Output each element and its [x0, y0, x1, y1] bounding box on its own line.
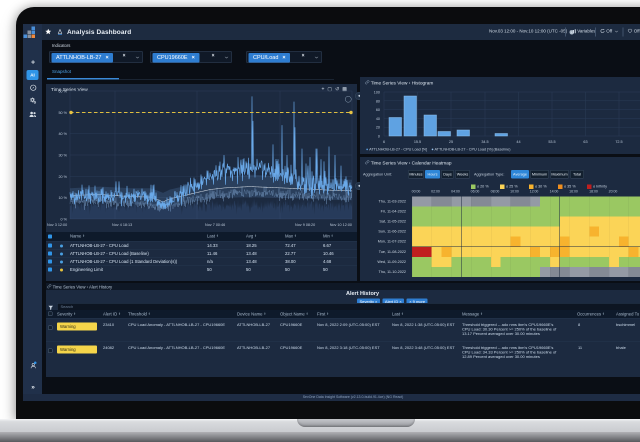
svg-text:30 %: 30 % — [58, 154, 67, 158]
svg-text:63: 63 — [583, 140, 587, 144]
svg-text:60: 60 — [376, 108, 380, 112]
svg-text:15.5: 15.5 — [414, 140, 421, 144]
svg-text:40 %: 40 % — [58, 132, 67, 136]
svg-text:Nov 4 18:13: Nov 4 18:13 — [112, 223, 132, 227]
svg-text:Nov 9 08:20: Nov 9 08:20 — [295, 223, 315, 227]
svg-text:0 %: 0 % — [61, 218, 68, 222]
svg-text:60 %: 60 % — [58, 90, 67, 94]
svg-text:Nov 3 12:00: Nov 3 12:00 — [47, 223, 67, 227]
svg-text:34.5: 34.5 — [481, 140, 488, 144]
svg-text:0: 0 — [378, 135, 380, 139]
svg-text:25: 25 — [449, 140, 453, 144]
svg-text:10 %: 10 % — [58, 196, 67, 200]
svg-text:Nov 10 12:00: Nov 10 12:00 — [330, 223, 352, 227]
svg-text:53.5: 53.5 — [548, 140, 555, 144]
svg-text:6: 6 — [383, 140, 385, 144]
svg-text:50 %: 50 % — [58, 111, 67, 115]
svg-text:100: 100 — [374, 91, 380, 95]
svg-text:20 %: 20 % — [58, 175, 67, 179]
svg-text:72.5: 72.5 — [615, 140, 622, 144]
svg-text:40: 40 — [376, 117, 380, 121]
svg-text:20: 20 — [376, 126, 380, 130]
svg-text:80: 80 — [376, 99, 380, 103]
svg-text:44: 44 — [516, 140, 520, 144]
svg-text:Nov 7 00:46: Nov 7 00:46 — [205, 223, 225, 227]
